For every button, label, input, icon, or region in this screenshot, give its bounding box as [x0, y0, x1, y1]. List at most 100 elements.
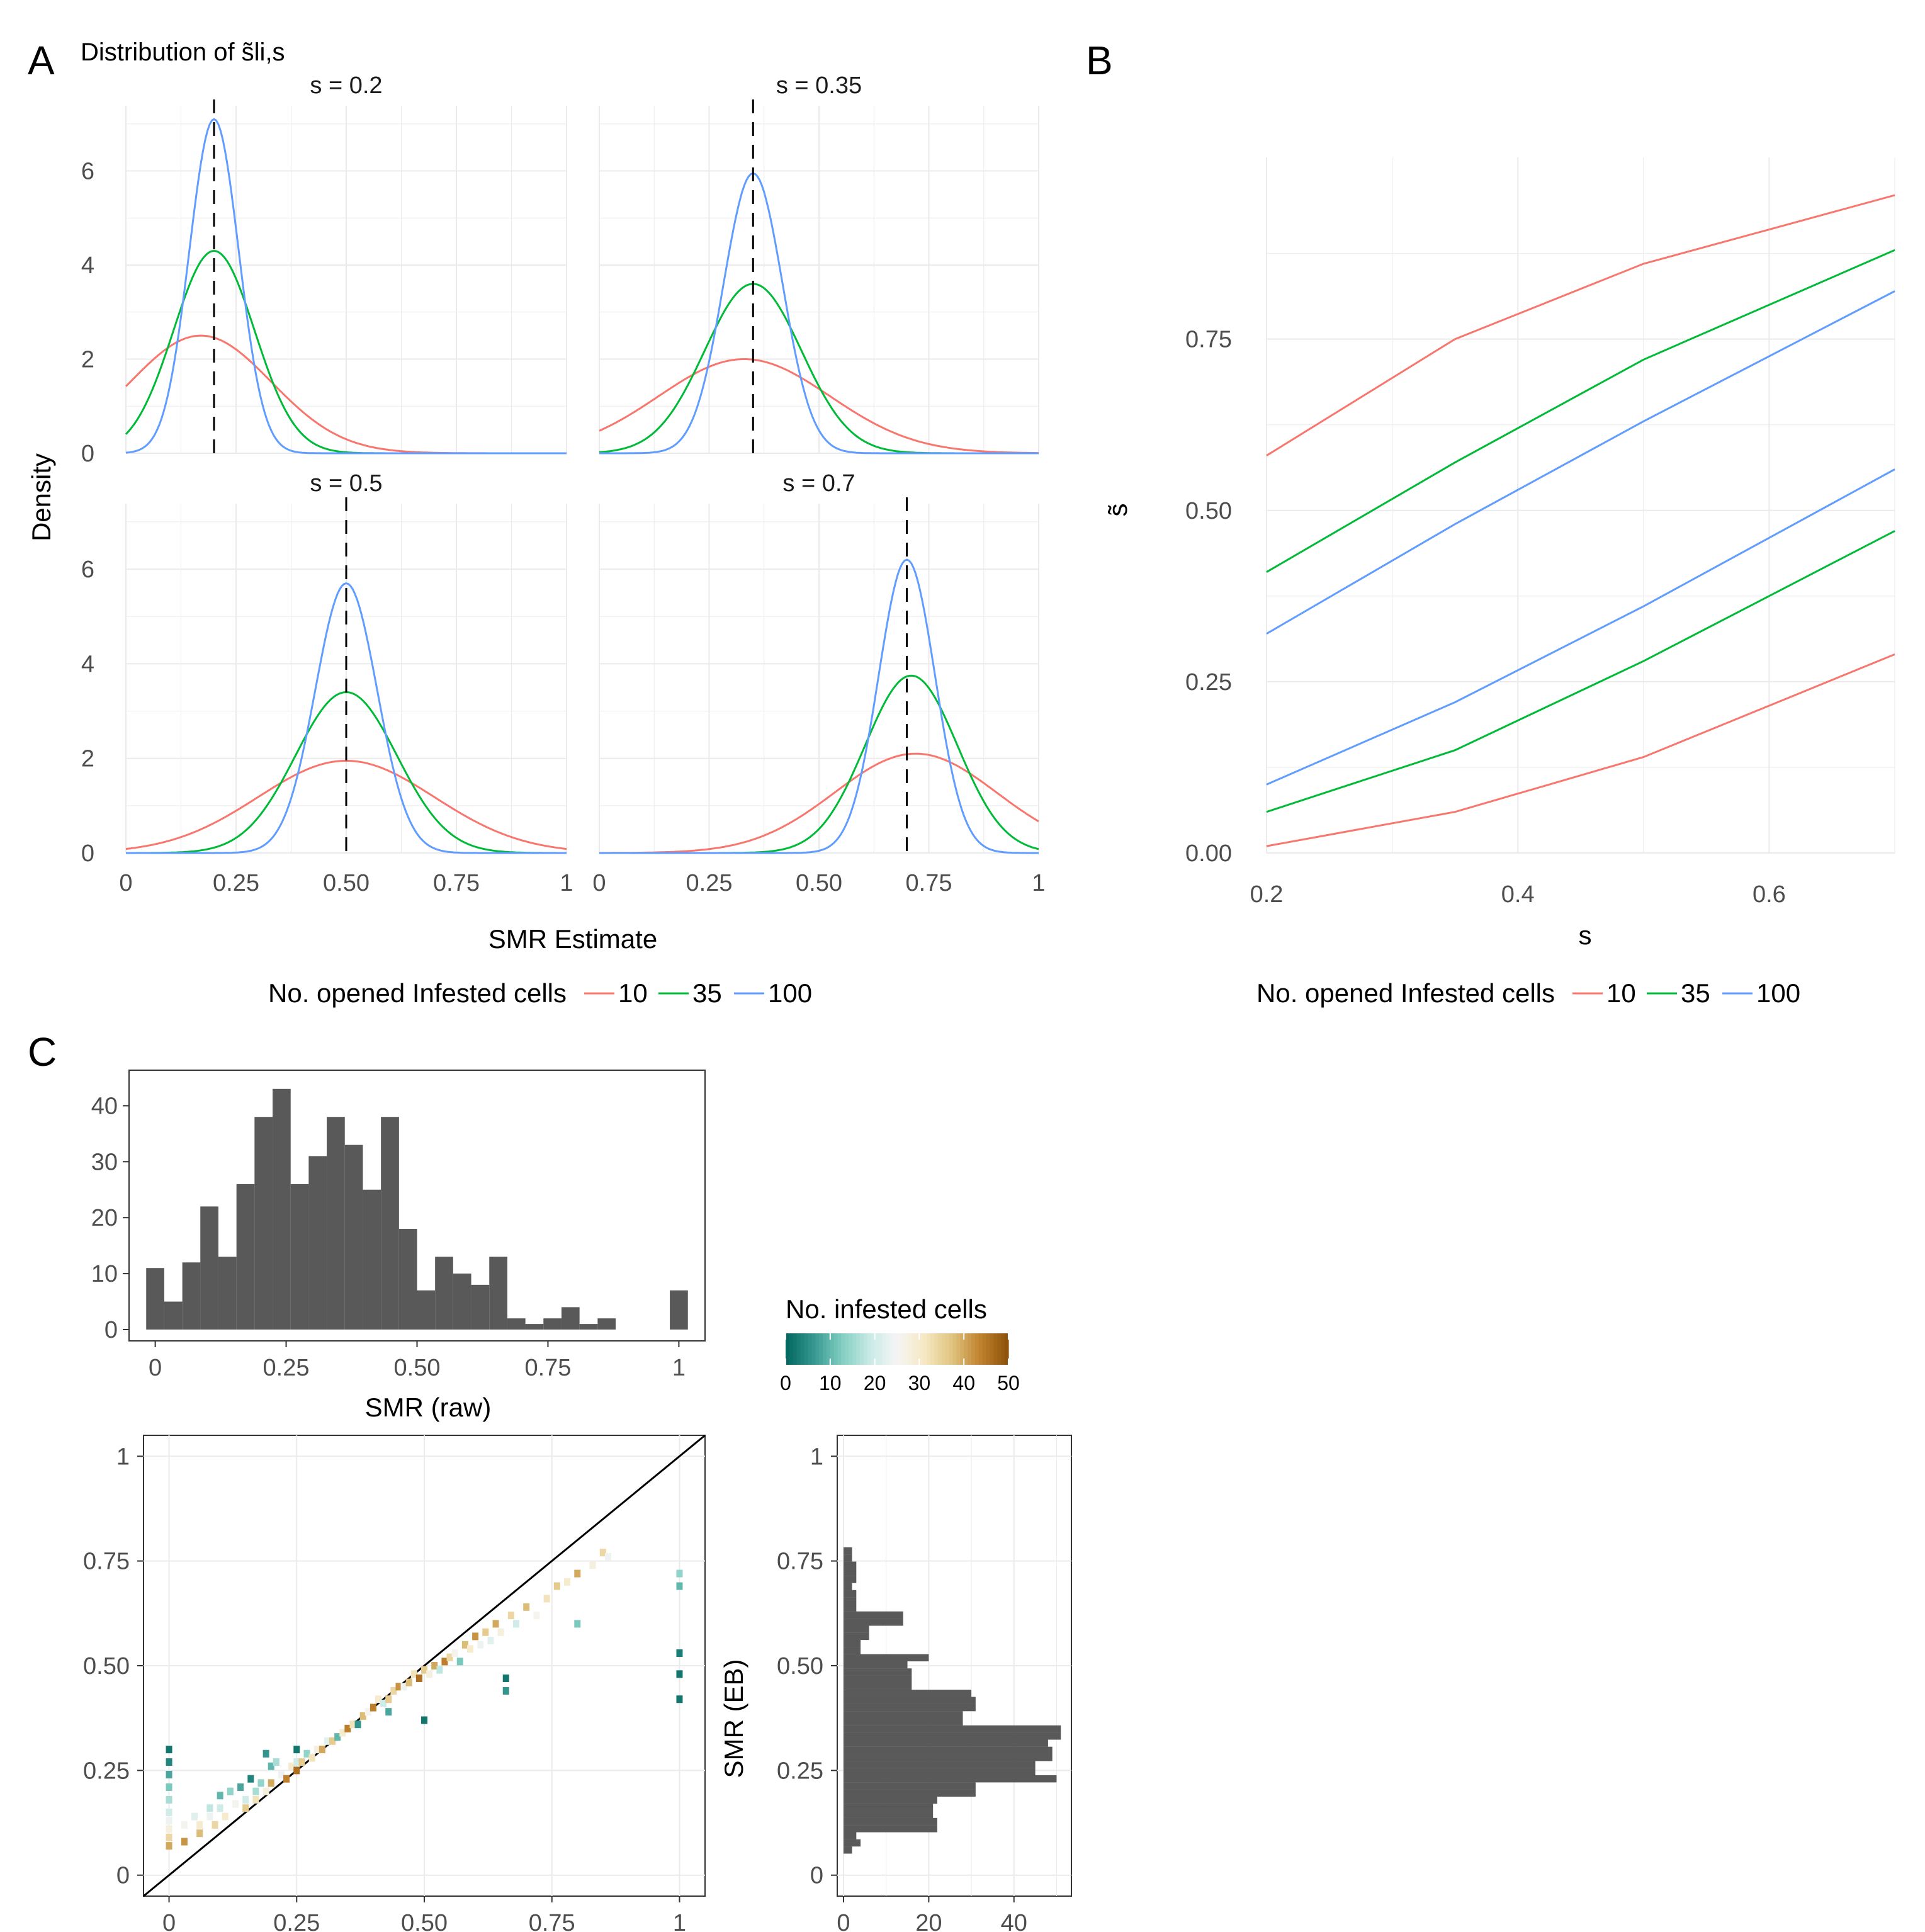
scatter-point [421, 1666, 427, 1674]
hist-bar [844, 1739, 1048, 1747]
hist-bar [543, 1318, 562, 1330]
y-tick-label: 0 [116, 1863, 130, 1889]
x-tick-label: 0.25 [263, 1355, 310, 1381]
scatter-point [354, 1720, 361, 1729]
scatter-point [676, 1582, 683, 1590]
colorbar-swatch [941, 1333, 946, 1365]
scatter-point [405, 1678, 412, 1686]
hist-bar [290, 1183, 309, 1330]
series-35-upper [1266, 249, 1895, 573]
scatter-point [166, 1808, 172, 1816]
x-tick-label: 0.50 [401, 1910, 448, 1932]
hist-bar [844, 1817, 937, 1826]
hist-bar [844, 1554, 852, 1562]
colorbar-label: 20 [864, 1372, 886, 1394]
scatter-point [426, 1670, 433, 1678]
colorbar-swatch [997, 1333, 1002, 1365]
colorbar-label: 0 [780, 1372, 791, 1394]
facet-1: s = 0.35 [599, 72, 1039, 455]
scatter-point [293, 1766, 300, 1775]
x-tick-label: 0 [162, 1910, 176, 1932]
colorbar-label: 10 [819, 1372, 842, 1394]
x-tick-label: 1 [560, 870, 573, 896]
y-tick-label: 2 [81, 746, 94, 772]
hist-bar [597, 1318, 616, 1330]
x-tick-label: 0.50 [323, 870, 370, 896]
colorbar-swatch [934, 1333, 939, 1365]
hist-bar [844, 1632, 869, 1641]
scatter-point [293, 1758, 300, 1766]
colorbar-swatch [845, 1333, 849, 1365]
x-tick-label: 0.75 [433, 870, 480, 896]
hist-bar [273, 1088, 291, 1330]
scatter-point [676, 1649, 683, 1658]
panel-label-b: B [1086, 38, 1113, 83]
scatter-point [676, 1695, 683, 1703]
hist-bar [670, 1290, 688, 1330]
hist-bar [844, 1547, 852, 1555]
colorbar-swatch [878, 1333, 883, 1365]
hist-bar [200, 1206, 218, 1330]
colorbar-swatch [964, 1333, 968, 1365]
scatter-point [166, 1817, 172, 1825]
scatter-point [492, 1620, 499, 1628]
colorbar-swatch [837, 1333, 842, 1365]
hist-bar [844, 1661, 908, 1669]
colorbar-swatch [856, 1333, 861, 1365]
scatter-point [206, 1812, 213, 1821]
colorbar-swatch [808, 1333, 812, 1365]
hist-bar [164, 1301, 183, 1330]
scatter-point [166, 1833, 172, 1841]
hist-bar [844, 1690, 972, 1697]
hist-bar [844, 1611, 903, 1619]
scatter-point [196, 1829, 203, 1838]
colorbar-swatch [826, 1333, 831, 1365]
hist-bar [344, 1144, 363, 1330]
scatter-point [166, 1795, 172, 1804]
legend-label-35: 35 [1681, 978, 1710, 1008]
scatter-point [252, 1787, 259, 1795]
scatter-point [451, 1649, 458, 1658]
scatter-point [242, 1795, 249, 1804]
scatter-point [206, 1804, 213, 1812]
scatter-point [308, 1754, 315, 1762]
eb-histogram: 0 20 40 0 0.25 0.50 0.75 1 [777, 1435, 1072, 1932]
scatter-point [359, 1712, 366, 1720]
colorbar-swatch [786, 1333, 790, 1365]
hist-bar [844, 1804, 934, 1811]
colorbar-swatch [793, 1333, 798, 1365]
series-100-lower [1266, 468, 1895, 786]
colorbar-swatch [1005, 1333, 1009, 1365]
y-tick-label: 6 [81, 159, 94, 185]
legend-title: No. opened Infested cells [268, 978, 567, 1008]
hist-bar [844, 1732, 1061, 1740]
hist-bar [844, 1618, 903, 1626]
colorbar-swatch [815, 1333, 820, 1365]
colorbar-swatch [915, 1333, 920, 1365]
series-10-lower [1266, 653, 1895, 847]
colorbar-swatch [986, 1333, 991, 1365]
scatter-point [344, 1724, 351, 1732]
y-tick-label: 0.25 [83, 1758, 130, 1784]
scatter-point [512, 1620, 519, 1628]
scatter-point [242, 1804, 249, 1812]
y-tick-label: 4 [81, 651, 94, 677]
colorbar-swatch [893, 1333, 898, 1365]
x-tick-label: 0.75 [524, 1355, 571, 1381]
panel-a-title: Distribution of s̃li,s [81, 38, 285, 66]
scatter-point [436, 1666, 443, 1674]
colorbar-swatch [971, 1333, 976, 1365]
hist-bar [844, 1668, 912, 1676]
colorbar-swatch [897, 1333, 901, 1365]
identity-line [143, 1434, 706, 1897]
hist-bar [471, 1284, 490, 1330]
hist-bar [398, 1229, 417, 1330]
hist-bar [435, 1257, 453, 1330]
scatter-point [364, 1708, 371, 1716]
y-tick-label: 0.25 [777, 1758, 823, 1784]
scatter-point [507, 1612, 514, 1620]
density-curve-100 [599, 172, 1039, 455]
scatter-point [390, 1686, 397, 1695]
hist-bar [844, 1711, 963, 1719]
scatter-point [247, 1775, 254, 1783]
